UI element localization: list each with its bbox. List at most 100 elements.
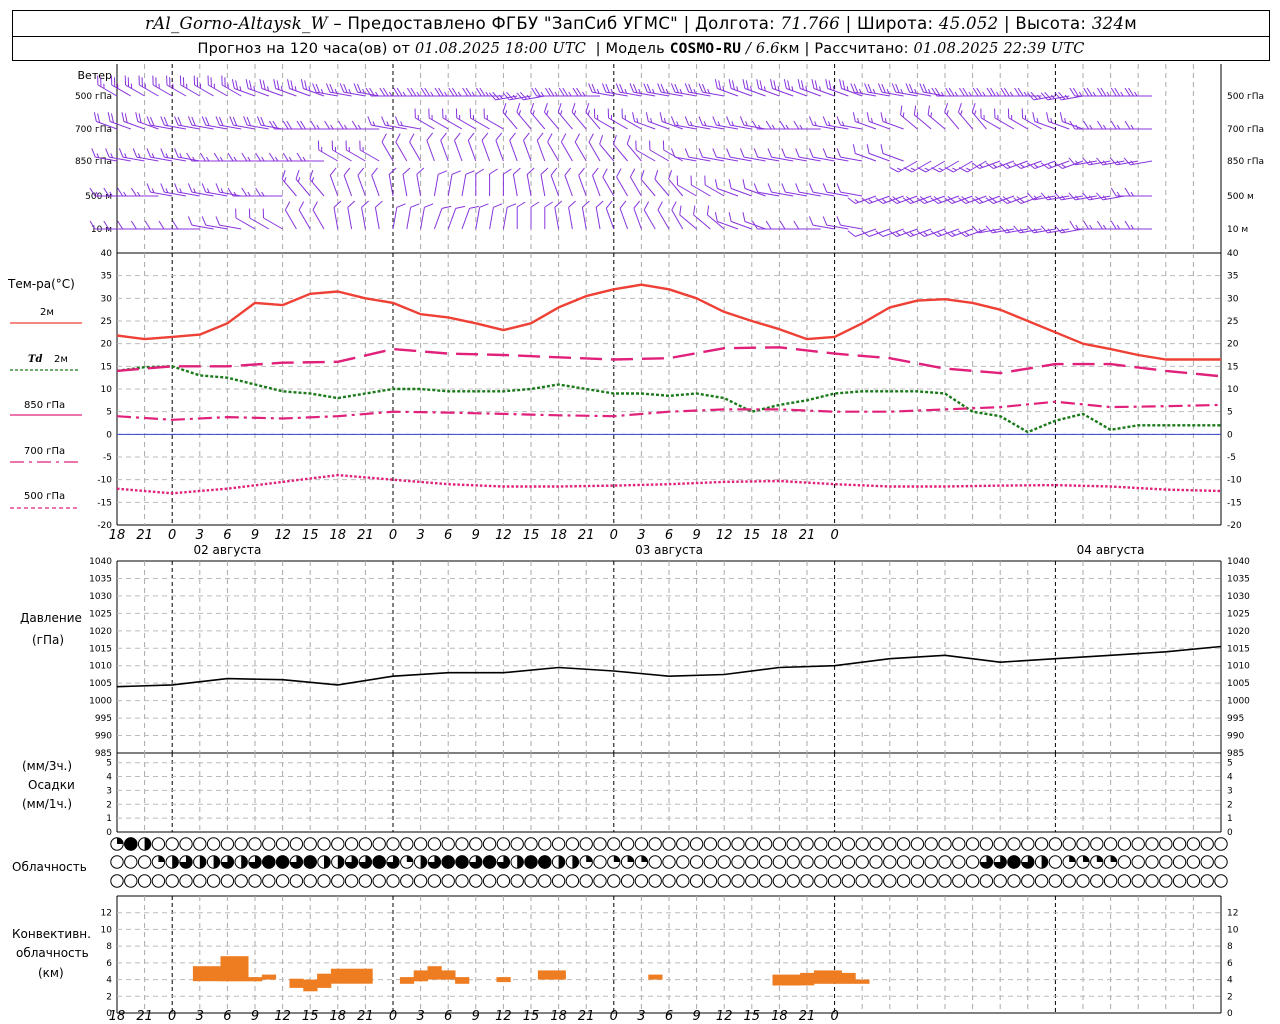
wind-barb-feather bbox=[406, 87, 413, 97]
wind-barb-feather bbox=[262, 80, 266, 90]
cloud-circle bbox=[689, 855, 704, 869]
wind-barb-feather bbox=[971, 225, 979, 234]
y-tick-label: 25 bbox=[1227, 317, 1238, 327]
wind-barb-staff bbox=[730, 88, 752, 97]
wind-barb-staff bbox=[191, 191, 214, 197]
wind-barb-staff bbox=[433, 208, 443, 230]
wind-barb-feather bbox=[825, 79, 829, 89]
wind-barb bbox=[999, 195, 1028, 204]
wind-barb-staff bbox=[1006, 228, 1028, 234]
y-tick-label: 5 bbox=[106, 408, 112, 418]
wind-barb bbox=[742, 79, 766, 97]
y-tick-label: -10 bbox=[1227, 476, 1242, 486]
wind-barb-half bbox=[1075, 195, 1079, 200]
cloud-circle bbox=[910, 855, 925, 869]
cloud-circle bbox=[1186, 855, 1201, 869]
y-tick-label: 990 bbox=[1227, 732, 1244, 742]
wind-barb-feather bbox=[635, 140, 637, 151]
wind-barb-half bbox=[573, 110, 577, 115]
wind-barb-feather bbox=[113, 77, 116, 87]
wind-barb-feather bbox=[742, 212, 746, 222]
wind-barb bbox=[495, 132, 504, 162]
wind-barb-half bbox=[1050, 94, 1055, 99]
wind-barb-staff bbox=[855, 228, 877, 237]
wind-barb bbox=[902, 228, 932, 237]
y-tick-label: -5 bbox=[103, 453, 112, 463]
wind-barb-half bbox=[261, 156, 265, 162]
wind-barb-half bbox=[1089, 124, 1093, 130]
wind-barb-staff bbox=[554, 207, 560, 230]
wind-barb-feather bbox=[543, 103, 548, 113]
wind-barb-staff bbox=[994, 117, 1015, 130]
wind-barb bbox=[381, 116, 407, 130]
wind-barb-half bbox=[868, 199, 873, 203]
wind-barb bbox=[231, 79, 256, 97]
wind-barb-half bbox=[1036, 117, 1039, 123]
cloud-circle-fill bbox=[386, 855, 400, 869]
wind-barb-feather bbox=[1096, 192, 1104, 201]
wind-barb bbox=[1082, 192, 1111, 201]
wind-barb bbox=[310, 120, 338, 130]
wind-barb-feather bbox=[1123, 157, 1131, 166]
cloud-circle bbox=[703, 855, 718, 869]
wind-barb-feather bbox=[295, 170, 300, 180]
wind-barb-feather bbox=[381, 133, 387, 143]
wind-barb-half bbox=[1061, 228, 1066, 233]
wind-barb-half bbox=[938, 167, 944, 171]
y-tick-label: 5 bbox=[1227, 408, 1233, 418]
wind-barb-half bbox=[1120, 91, 1124, 97]
wind-barb-feather bbox=[1040, 92, 1048, 101]
cloud-circle bbox=[482, 837, 497, 851]
cloud-circle-fill bbox=[221, 855, 234, 869]
wind-barb bbox=[1013, 160, 1042, 169]
wind-barb-feather bbox=[875, 197, 884, 204]
x-tick-label: 0 bbox=[389, 528, 397, 543]
wind-barb-half bbox=[311, 177, 315, 182]
cloud-circle bbox=[124, 874, 138, 888]
wind-barb bbox=[822, 183, 849, 197]
wind-barb-feather bbox=[241, 152, 248, 162]
wind-barb-half bbox=[707, 88, 710, 94]
header-line-2: Прогноз на 120 часа(ов) от 01.08.2025 18… bbox=[12, 36, 1270, 61]
cloud-circle bbox=[786, 837, 800, 851]
wind-barb bbox=[554, 200, 563, 230]
cloud-circle bbox=[289, 837, 304, 851]
wind-barb bbox=[1096, 192, 1125, 201]
y-tick-label: 2 bbox=[106, 992, 112, 1002]
wind-barb-staff bbox=[456, 117, 477, 130]
cloud-circle bbox=[869, 874, 883, 888]
wind-barb-feather bbox=[880, 144, 884, 154]
wind-barb-staff bbox=[316, 91, 338, 97]
wind-barb-staff bbox=[523, 95, 545, 101]
wind-barb-feather bbox=[994, 108, 996, 119]
cloud-circle bbox=[551, 874, 566, 888]
legend-label-2m: 2м bbox=[40, 307, 54, 318]
wind-barb-staff bbox=[605, 91, 628, 97]
wind-barb-half bbox=[179, 188, 183, 193]
wind-barb-feather bbox=[957, 103, 962, 113]
conv-cloud-bar bbox=[813, 970, 829, 984]
wind-barb-half bbox=[745, 121, 748, 126]
wind-barb-staff bbox=[674, 124, 697, 130]
wind-barb-staff bbox=[178, 156, 200, 162]
wind-barb-staff bbox=[868, 228, 890, 237]
wind-barb-feather bbox=[438, 87, 444, 97]
wind-barb-half bbox=[179, 153, 183, 158]
wind-barb-feather bbox=[141, 77, 143, 87]
wind-barb-feather bbox=[779, 120, 786, 130]
wind-barb-staff bbox=[896, 228, 918, 237]
wind-barb-staff bbox=[150, 124, 173, 130]
wind-barb-staff bbox=[840, 156, 863, 162]
wind-barb-feather bbox=[917, 167, 927, 173]
model-separator: / bbox=[745, 40, 752, 57]
wind-barb-feather bbox=[193, 75, 196, 86]
wind-barb-feather bbox=[191, 116, 196, 126]
conv-cloud-bar bbox=[841, 972, 856, 984]
cloud-circle-fill bbox=[980, 855, 993, 869]
wind-barb-feather bbox=[714, 79, 718, 89]
wind-barb-feather bbox=[698, 148, 703, 158]
wind-barb-feather bbox=[117, 220, 124, 230]
wind-barb bbox=[448, 87, 476, 97]
wind-barb-feather bbox=[315, 83, 321, 93]
cloud-circle-fill bbox=[372, 855, 386, 869]
